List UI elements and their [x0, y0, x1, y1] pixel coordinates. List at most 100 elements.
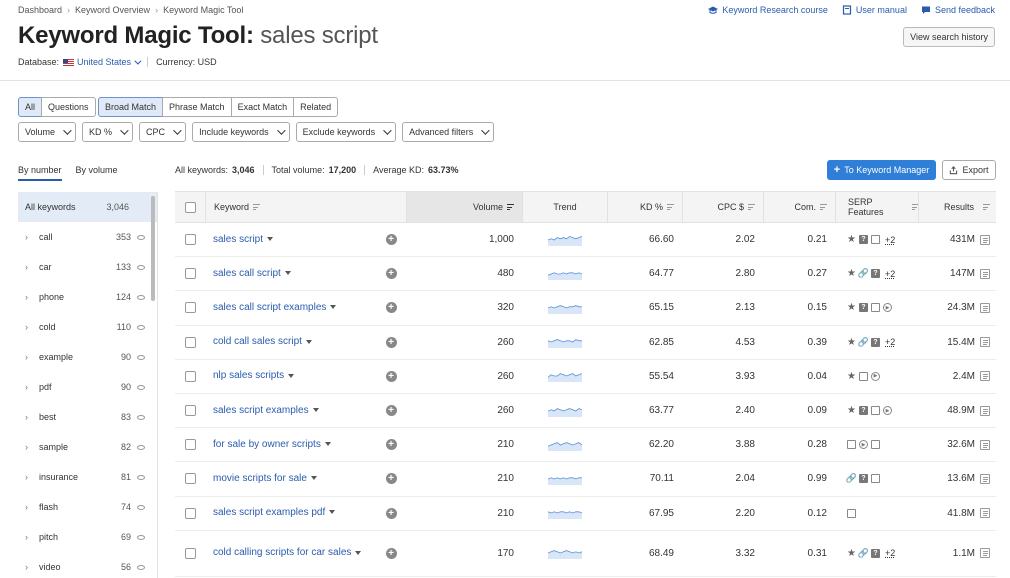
- chevron-right-icon[interactable]: ›: [25, 382, 28, 392]
- add-to-list-icon[interactable]: +: [385, 439, 397, 451]
- caret-down-icon[interactable]: [310, 476, 317, 481]
- serp-snapshot-icon[interactable]: [980, 302, 990, 313]
- chevron-right-icon[interactable]: ›: [25, 532, 28, 542]
- database-selector[interactable]: United States: [77, 57, 142, 67]
- header-cpc[interactable]: CPC $: [682, 192, 763, 222]
- serp-snapshot-icon[interactable]: [980, 473, 990, 484]
- keyword-link[interactable]: movie scripts for sale: [213, 472, 317, 486]
- serp-more[interactable]: +2: [885, 234, 896, 245]
- keyword-link[interactable]: cold calling scripts for car sales: [213, 546, 362, 560]
- eye-icon[interactable]: [137, 414, 145, 420]
- row-checkbox[interactable]: [184, 234, 196, 246]
- caret-down-icon[interactable]: [267, 236, 274, 241]
- serp-snapshot-icon[interactable]: [980, 268, 990, 279]
- eye-icon[interactable]: [137, 294, 145, 300]
- serp-snapshot-icon[interactable]: [980, 508, 990, 519]
- group-all-keywords[interactable]: All keywords 3,046: [18, 192, 157, 222]
- add-to-list-icon[interactable]: +: [385, 405, 397, 417]
- group-item[interactable]: › insurance 81: [18, 462, 157, 492]
- header-results[interactable]: Results: [918, 192, 996, 222]
- chevron-right-icon[interactable]: ›: [25, 262, 28, 272]
- eye-icon[interactable]: [137, 534, 145, 540]
- add-to-list-icon[interactable]: +: [385, 302, 397, 314]
- group-item[interactable]: › flash 74: [18, 492, 157, 522]
- row-checkbox[interactable]: [184, 268, 196, 280]
- volume-dropdown[interactable]: Volume: [18, 122, 77, 142]
- group-item[interactable]: › best 83: [18, 402, 157, 432]
- filter-phrase-match[interactable]: Phrase Match: [162, 97, 232, 117]
- eye-icon[interactable]: [137, 354, 145, 360]
- add-to-list-icon[interactable]: +: [385, 370, 397, 382]
- export-button[interactable]: Export: [942, 160, 996, 180]
- serp-snapshot-icon[interactable]: [980, 371, 990, 382]
- group-item[interactable]: › cold 110: [18, 312, 157, 342]
- view-search-history-button[interactable]: View search history: [903, 27, 995, 47]
- serp-more[interactable]: +2: [885, 548, 896, 559]
- group-item[interactable]: › sample 82: [18, 432, 157, 462]
- chevron-right-icon[interactable]: ›: [25, 562, 28, 572]
- chevron-right-icon[interactable]: ›: [25, 352, 28, 362]
- add-to-list-icon[interactable]: +: [385, 234, 397, 246]
- row-checkbox[interactable]: [184, 439, 196, 451]
- caret-down-icon[interactable]: [288, 373, 295, 378]
- serp-snapshot-icon[interactable]: [980, 439, 990, 450]
- eye-icon[interactable]: [137, 384, 145, 390]
- row-checkbox[interactable]: [184, 405, 196, 417]
- keyword-link[interactable]: nlp sales scripts: [213, 369, 295, 383]
- row-checkbox[interactable]: [184, 370, 196, 382]
- add-to-list-icon[interactable]: +: [385, 507, 397, 519]
- chevron-right-icon[interactable]: ›: [25, 322, 28, 332]
- header-serp[interactable]: SERP Features: [835, 192, 918, 222]
- eye-icon[interactable]: [137, 474, 145, 480]
- caret-down-icon[interactable]: [324, 442, 331, 447]
- serp-snapshot-icon[interactable]: [980, 405, 990, 416]
- keyword-link[interactable]: cold call sales script: [213, 335, 312, 349]
- row-checkbox[interactable]: [184, 302, 196, 314]
- select-all-checkbox[interactable]: [184, 201, 196, 213]
- keyword-link[interactable]: sales call script examples: [213, 301, 337, 315]
- group-item[interactable]: › car 133: [18, 252, 157, 282]
- include-keywords-dropdown[interactable]: Include keywords: [192, 122, 290, 142]
- send-feedback-link[interactable]: Send feedback: [921, 5, 995, 15]
- row-checkbox[interactable]: [184, 473, 196, 485]
- keyword-link[interactable]: for sale by owner scripts: [213, 438, 331, 452]
- eye-icon[interactable]: [137, 564, 145, 570]
- add-to-list-icon[interactable]: +: [385, 473, 397, 485]
- serp-more[interactable]: +2: [885, 337, 896, 348]
- row-checkbox[interactable]: [184, 336, 196, 348]
- filter-broad-match[interactable]: Broad Match: [98, 97, 164, 117]
- group-item[interactable]: › pitch 69: [18, 522, 157, 552]
- header-keyword[interactable]: Keyword: [205, 192, 376, 222]
- group-item[interactable]: › example 90: [18, 342, 157, 372]
- caret-down-icon[interactable]: [355, 550, 362, 555]
- breadcrumb-keyword-overview[interactable]: Keyword Overview: [75, 5, 151, 15]
- caret-down-icon[interactable]: [305, 339, 312, 344]
- keyword-link[interactable]: sales script examples pdf: [213, 506, 336, 520]
- tab-by-number[interactable]: By number: [18, 165, 62, 181]
- serp-snapshot-icon[interactable]: [980, 548, 990, 559]
- chevron-right-icon[interactable]: ›: [25, 442, 28, 452]
- row-checkbox[interactable]: [184, 547, 196, 559]
- group-item[interactable]: › call 353: [18, 222, 157, 252]
- add-to-list-icon[interactable]: +: [385, 268, 397, 280]
- eye-icon[interactable]: [137, 504, 145, 510]
- keyword-research-course-link[interactable]: Keyword Research course: [708, 5, 828, 15]
- chevron-right-icon[interactable]: ›: [25, 502, 28, 512]
- add-to-list-icon[interactable]: +: [385, 336, 397, 348]
- filter-questions[interactable]: Questions: [41, 97, 96, 117]
- groups-scrollbar[interactable]: [151, 196, 155, 301]
- add-to-list-icon[interactable]: +: [385, 547, 397, 559]
- filter-related[interactable]: Related: [293, 97, 339, 117]
- caret-down-icon[interactable]: [284, 271, 291, 276]
- tab-by-volume[interactable]: By volume: [75, 165, 118, 175]
- row-checkbox[interactable]: [184, 507, 196, 519]
- eye-icon[interactable]: [137, 324, 145, 330]
- chevron-right-icon[interactable]: ›: [25, 472, 28, 482]
- group-item[interactable]: › pdf 90: [18, 372, 157, 402]
- user-manual-link[interactable]: User manual: [842, 5, 907, 15]
- group-item[interactable]: › phone 124: [18, 282, 157, 312]
- exclude-keywords-dropdown[interactable]: Exclude keywords: [295, 122, 397, 142]
- keyword-link[interactable]: sales script: [213, 233, 274, 247]
- group-item[interactable]: › video 56: [18, 552, 157, 578]
- breadcrumb-dashboard[interactable]: Dashboard: [18, 5, 63, 15]
